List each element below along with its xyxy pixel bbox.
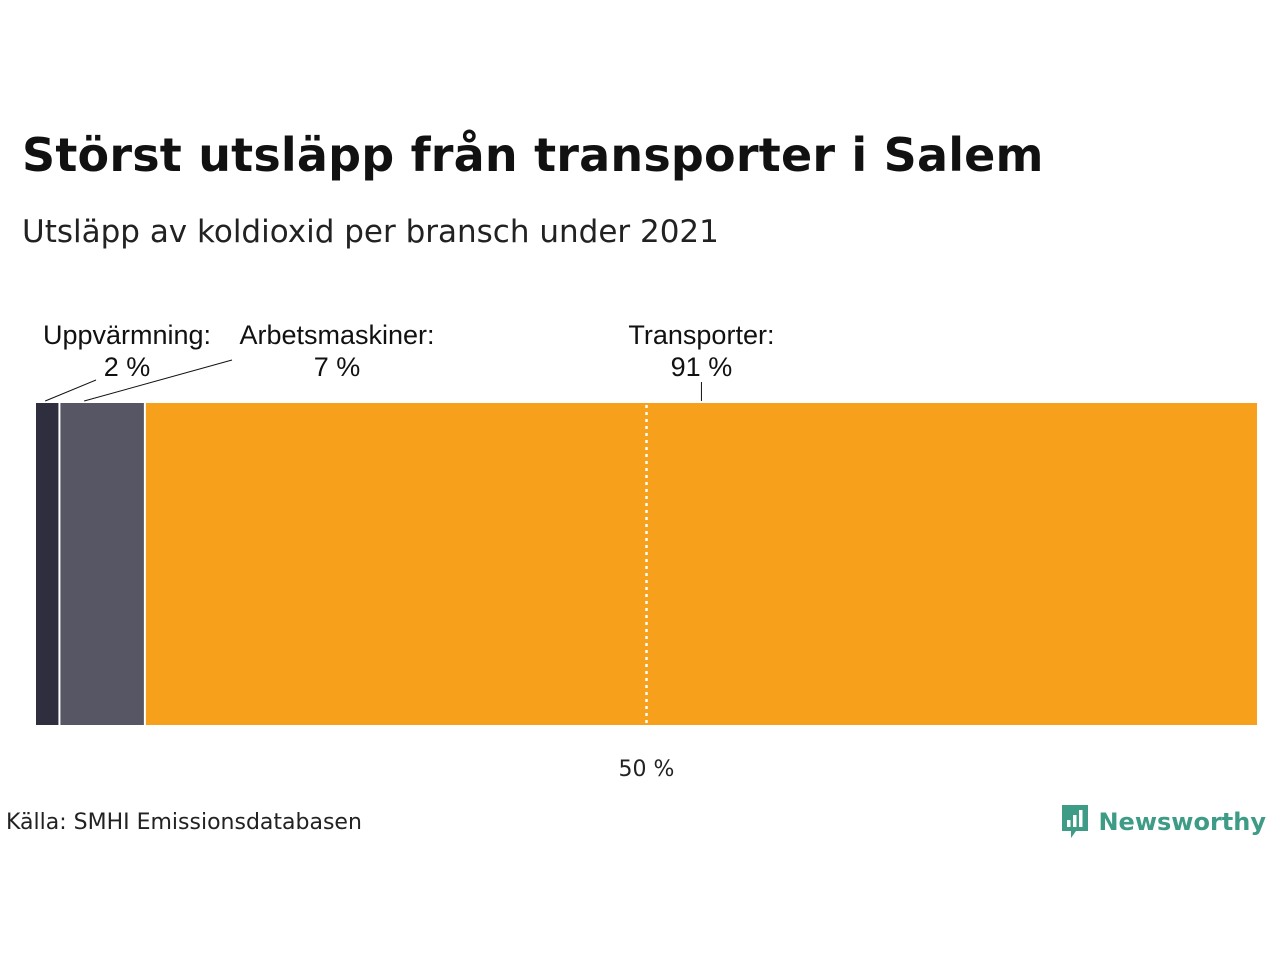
segment-label-value-transporter: 91 % xyxy=(671,352,733,382)
stacked-bar-chart: 50 % Uppvärmning: 2 % Arbetsmaskiner: 7 % Tra… xyxy=(0,300,1280,800)
segment-label-value-uppvärmning: 2 % xyxy=(104,352,151,382)
newsworthy-chart-bubble-icon xyxy=(1062,805,1089,838)
logo-text: Newsworthy xyxy=(1098,808,1266,836)
leader-line-uppvarmning xyxy=(45,379,97,402)
bar-segment-arbetsmaskiner xyxy=(60,403,144,725)
segment-label-name-transporter: Transporter: xyxy=(628,320,774,350)
chart-title: Störst utsläpp från transporter i Salem xyxy=(22,128,1044,182)
segment-label-name-arbetsmaskiner: Arbetsmaskiner: xyxy=(239,320,434,350)
chart-subtitle: Utsläpp av koldioxid per bransch under 2… xyxy=(22,214,719,250)
reference-line-label: 50 % xyxy=(619,757,675,782)
bar-segment-transporter xyxy=(145,403,1257,725)
segment-label-name-uppvärmning: Uppvärmning: xyxy=(43,320,211,350)
bar-segment-uppvärmning xyxy=(36,403,59,725)
leader-line-arbetsmaskiner xyxy=(84,359,233,402)
newsworthy-logo: Newsworthy xyxy=(1060,802,1266,842)
segment-label-value-arbetsmaskiner: 7 % xyxy=(314,352,361,382)
chart-canvas: 50 % Uppvärmning:2 % Arbetsmaskiner:7 % Tra… xyxy=(36,320,1257,782)
source-note: Källa: SMHI Emissionsdatabasen xyxy=(6,810,362,835)
